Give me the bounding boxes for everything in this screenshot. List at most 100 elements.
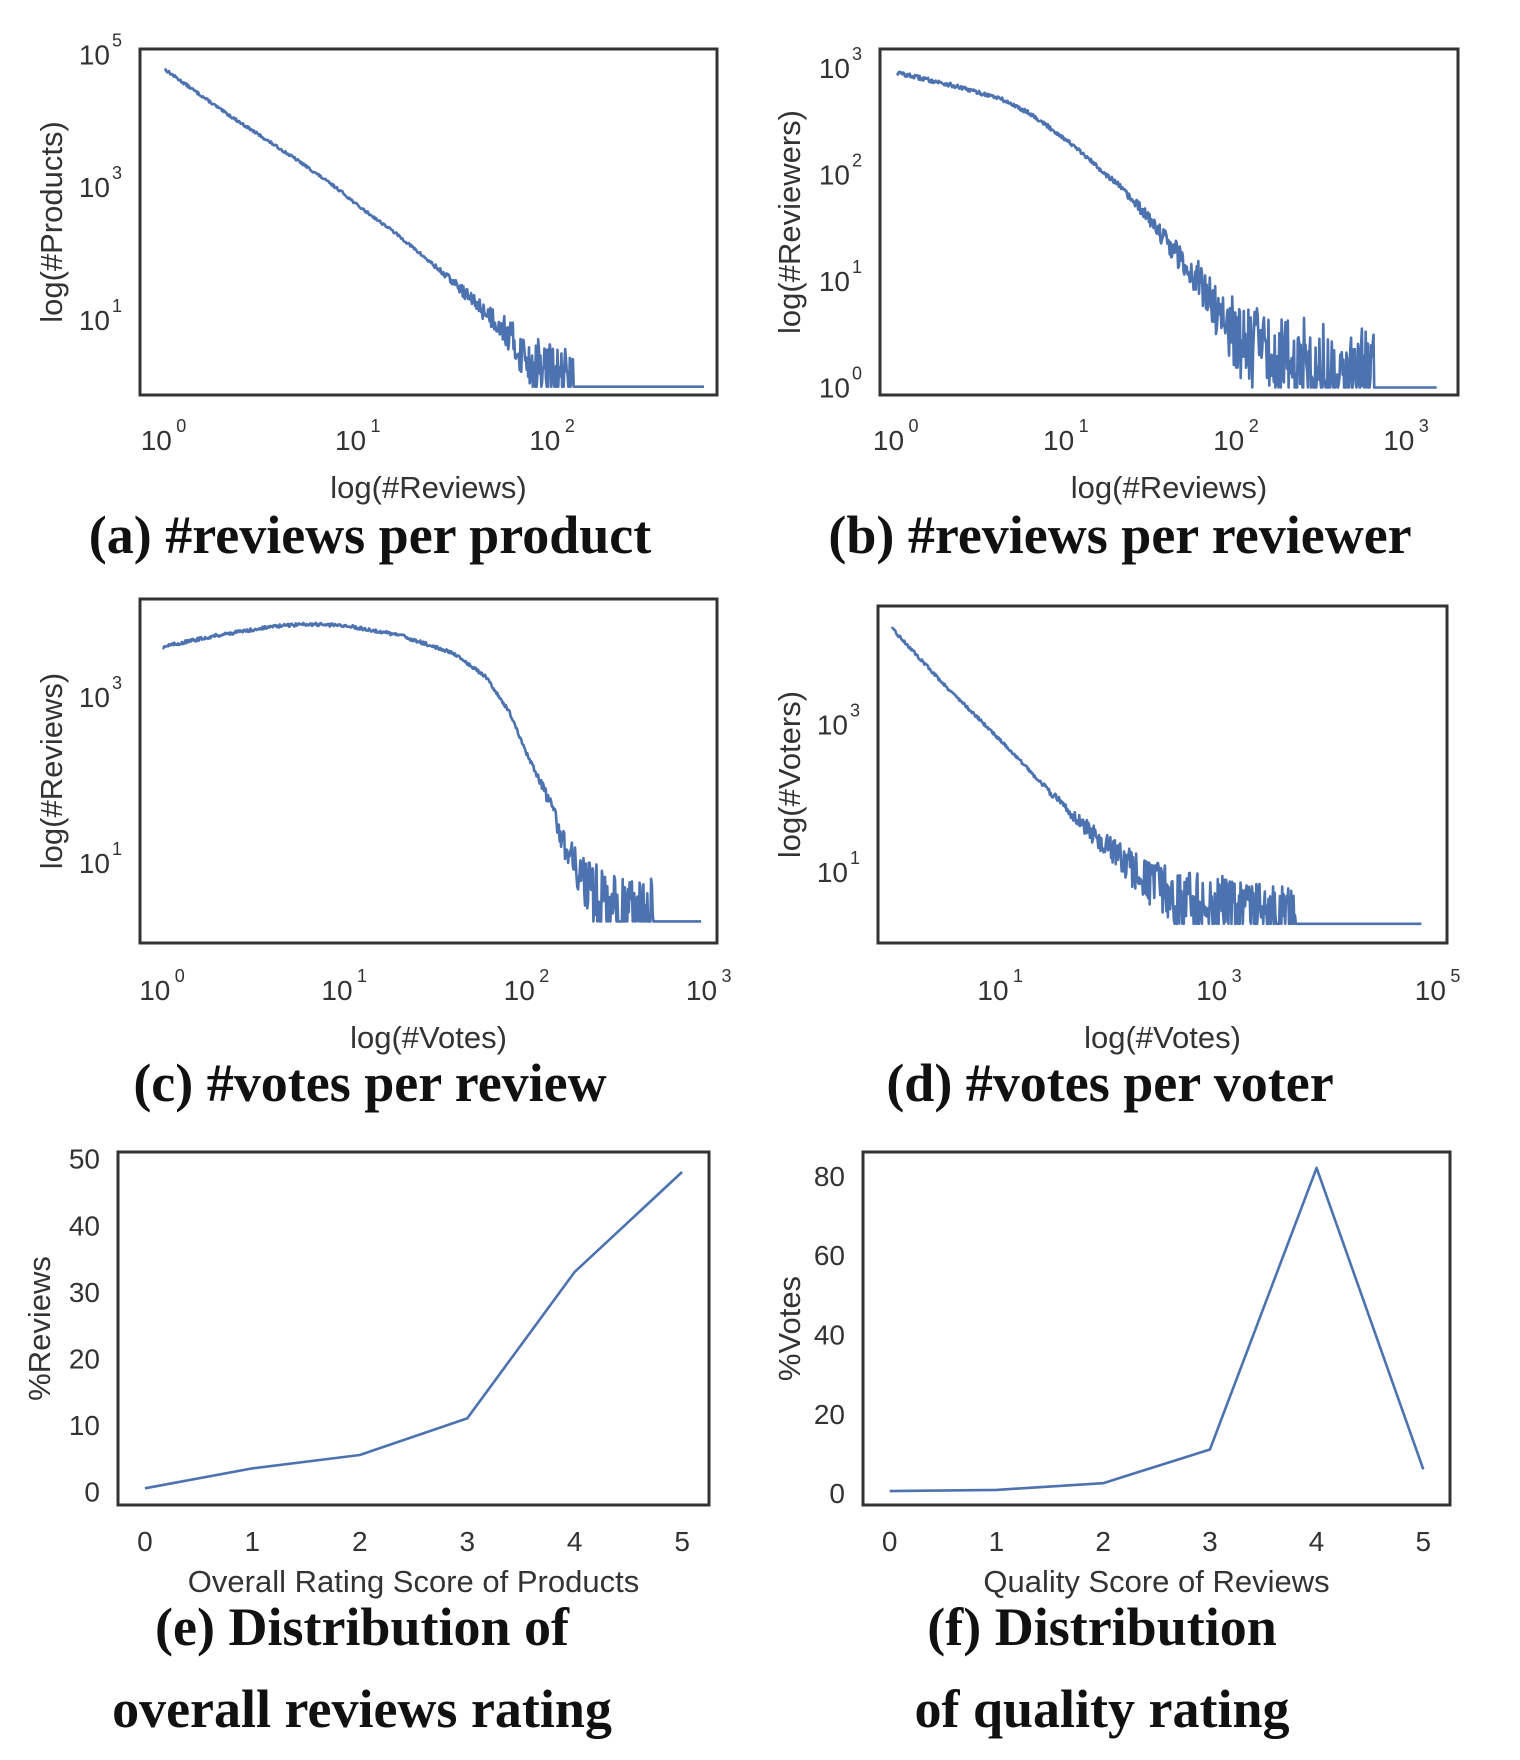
series-line-f [889, 1166, 1425, 1493]
x-tick-exponent: 2 [1249, 416, 1259, 436]
x-tick-label: 4 [567, 1526, 583, 1557]
caption: (c) #votes per review [133, 1053, 606, 1113]
panel-b: 10 0 10 1 10 2 10 310 310 210 110 0log(#Reviews)log… [772, 44, 1460, 565]
caption-line-2: of quality rating [914, 1679, 1289, 1739]
x-tick-label: 0 [137, 1526, 153, 1557]
x-tick-label: 0 [882, 1526, 898, 1557]
plot-frame-c [138, 597, 719, 945]
x-tick-label: 10 [139, 975, 170, 1006]
x-tick-label: 10 [873, 425, 904, 456]
plot-frame-a [138, 47, 719, 397]
y-tick-label: 0 [829, 1478, 845, 1509]
x-tick-exponent: 3 [1419, 416, 1429, 436]
x-axis-label: log(#Reviews) [1071, 470, 1267, 505]
y-tick-label: 10 [79, 39, 110, 70]
y-tick-exponent: 3 [852, 44, 862, 64]
x-tick-label: 3 [459, 1526, 475, 1557]
x-tick-label: 10 [529, 425, 560, 456]
y-axis-label: log(#Products) [34, 121, 69, 323]
x-axis-label: Quality Score of Reviews [983, 1564, 1329, 1599]
y-axis-label: log(#Voters) [772, 691, 807, 858]
x-tick-label: 10 [686, 975, 717, 1006]
y-axis-label: %Votes [772, 1276, 807, 1381]
x-tick-label: 10 [141, 425, 172, 456]
y-tick-label: 10 [819, 53, 850, 84]
caption: (f) Distribution [927, 1597, 1277, 1657]
y-tick-exponent: 3 [112, 673, 122, 693]
y-tick-label: 10 [819, 266, 850, 297]
y-axis-label: log(#Reviewers) [772, 110, 807, 334]
x-tick-label: 10 [1043, 425, 1074, 456]
y-tick-exponent: 5 [112, 30, 122, 50]
x-tick-exponent: 1 [357, 966, 367, 986]
plot-frame-b [878, 47, 1460, 397]
x-axis-label: Overall Rating Score of Products [188, 1564, 639, 1599]
y-tick-label: 10 [819, 372, 850, 403]
x-axis-label: log(#Votes) [350, 1020, 507, 1055]
y-tick-exponent: 3 [850, 700, 860, 720]
x-tick-label: 10 [1196, 975, 1227, 1006]
x-tick-label: 2 [1095, 1526, 1111, 1557]
x-tick-label: 3 [1202, 1526, 1218, 1557]
x-tick-label: 10 [321, 975, 352, 1006]
y-tick-label: 40 [814, 1319, 845, 1350]
series-line-a [163, 68, 705, 389]
caption: (d) #votes per voter [886, 1053, 1333, 1113]
x-tick-label: 10 [1415, 975, 1446, 1006]
series-line-b [895, 70, 1438, 389]
x-tick-exponent: 0 [175, 966, 185, 986]
plot-frame-e [116, 1150, 711, 1507]
x-tick-exponent: 1 [1013, 966, 1023, 986]
x-axis-label: log(#Reviews) [330, 470, 526, 505]
y-axis-label: %Reviews [22, 1256, 57, 1401]
x-tick-label: 5 [674, 1526, 690, 1557]
series-line-e [144, 1171, 683, 1490]
y-tick-exponent: 3 [112, 163, 122, 183]
y-tick-label: 50 [69, 1144, 100, 1175]
y-tick-label: 10 [79, 172, 110, 203]
y-tick-label: 10 [819, 159, 850, 190]
x-tick-exponent: 3 [721, 966, 731, 986]
y-tick-label: 10 [79, 848, 110, 879]
y-tick-exponent: 2 [852, 150, 862, 170]
x-tick-exponent: 2 [539, 966, 549, 986]
caption: (e) Distribution of [155, 1597, 570, 1657]
y-tick-label: 10 [817, 709, 848, 740]
y-tick-label: 20 [814, 1399, 845, 1430]
plot-frame-d [876, 604, 1449, 945]
x-tick-label: 10 [1383, 425, 1414, 456]
y-tick-label: 20 [69, 1343, 100, 1374]
x-tick-label: 5 [1416, 1526, 1432, 1557]
x-tick-label: 10 [335, 425, 366, 456]
y-tick-exponent: 1 [112, 839, 122, 859]
x-tick-label: 10 [1213, 425, 1244, 456]
y-tick-label: 10 [79, 682, 110, 713]
x-tick-label: 1 [245, 1526, 261, 1557]
y-axis-label: log(#Reviews) [34, 673, 69, 869]
x-axis-label: log(#Votes) [1084, 1020, 1241, 1055]
plot-frame-f [861, 1150, 1452, 1507]
y-tick-exponent: 1 [112, 296, 122, 316]
caption: (a) #reviews per product [89, 505, 651, 565]
panel-a: 10 0 10 1 10 210 510 310 1log(#Reviews)log(#Prod… [34, 30, 719, 565]
x-tick-label: 4 [1309, 1526, 1325, 1557]
x-tick-exponent: 2 [565, 416, 575, 436]
x-tick-exponent: 0 [176, 416, 186, 436]
y-tick-label: 0 [84, 1477, 100, 1508]
y-tick-label: 10 [79, 305, 110, 336]
y-tick-label: 80 [814, 1161, 845, 1192]
x-tick-exponent: 5 [1450, 966, 1460, 986]
x-tick-exponent: 0 [908, 416, 918, 436]
x-tick-exponent: 3 [1232, 966, 1242, 986]
x-tick-exponent: 1 [1079, 416, 1089, 436]
y-tick-label: 40 [69, 1210, 100, 1241]
y-tick-label: 10 [817, 857, 848, 888]
series-line-d [890, 626, 1422, 926]
x-tick-label: 10 [504, 975, 535, 1006]
x-tick-label: 2 [352, 1526, 368, 1557]
y-tick-label: 10 [69, 1410, 100, 1441]
series-line-c [161, 621, 702, 923]
x-tick-exponent: 1 [371, 416, 381, 436]
panel-c: 10 0 10 1 10 2 10 310 310 1log(#Votes)log(#Review… [34, 597, 731, 1113]
